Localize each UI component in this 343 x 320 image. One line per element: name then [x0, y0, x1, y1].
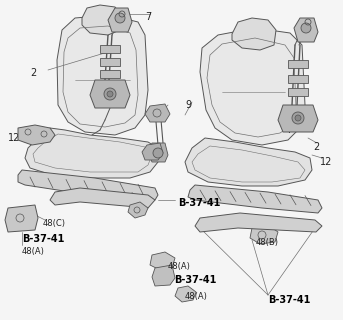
Polygon shape [100, 58, 120, 66]
Circle shape [115, 13, 125, 23]
Polygon shape [25, 128, 158, 178]
Polygon shape [294, 18, 318, 42]
Text: 2: 2 [313, 142, 319, 152]
Polygon shape [82, 5, 122, 35]
Circle shape [153, 148, 163, 158]
Polygon shape [185, 138, 312, 186]
Text: 3: 3 [155, 112, 161, 122]
Polygon shape [278, 105, 318, 132]
Polygon shape [100, 70, 120, 78]
Text: 48(A): 48(A) [168, 262, 191, 271]
Polygon shape [50, 188, 155, 208]
Polygon shape [57, 15, 148, 135]
Polygon shape [175, 286, 196, 302]
Polygon shape [232, 18, 276, 50]
Circle shape [107, 91, 113, 97]
Polygon shape [108, 8, 132, 32]
Text: 2: 2 [30, 68, 36, 78]
Text: 3: 3 [148, 148, 154, 158]
Polygon shape [150, 252, 175, 270]
Polygon shape [288, 60, 308, 68]
Text: B-37-41: B-37-41 [268, 295, 310, 305]
Polygon shape [100, 45, 120, 53]
Polygon shape [18, 125, 55, 145]
Text: 12: 12 [320, 157, 332, 167]
Text: B-37-41: B-37-41 [22, 234, 64, 244]
Text: 48(A): 48(A) [185, 292, 208, 301]
Text: 7: 7 [286, 125, 292, 135]
Polygon shape [18, 170, 158, 200]
Polygon shape [152, 265, 175, 286]
Circle shape [295, 115, 301, 121]
Polygon shape [250, 225, 278, 244]
Polygon shape [188, 185, 322, 213]
Polygon shape [288, 75, 308, 83]
Circle shape [301, 23, 311, 33]
Text: 48(C): 48(C) [43, 219, 66, 228]
Polygon shape [142, 143, 163, 160]
Polygon shape [200, 28, 305, 145]
Polygon shape [145, 104, 170, 122]
Polygon shape [195, 213, 322, 232]
Text: 9: 9 [185, 100, 191, 110]
Text: B-37-41: B-37-41 [178, 198, 220, 208]
Circle shape [104, 88, 116, 100]
Circle shape [292, 112, 304, 124]
Polygon shape [90, 80, 130, 108]
Polygon shape [288, 88, 308, 96]
Polygon shape [149, 143, 168, 162]
Text: 12: 12 [8, 133, 20, 143]
Text: B-37-41: B-37-41 [174, 275, 216, 285]
Polygon shape [5, 205, 38, 232]
Text: 7: 7 [145, 12, 151, 22]
Polygon shape [128, 202, 148, 218]
Text: 48(B): 48(B) [256, 238, 279, 247]
Text: 48(A): 48(A) [22, 247, 45, 256]
